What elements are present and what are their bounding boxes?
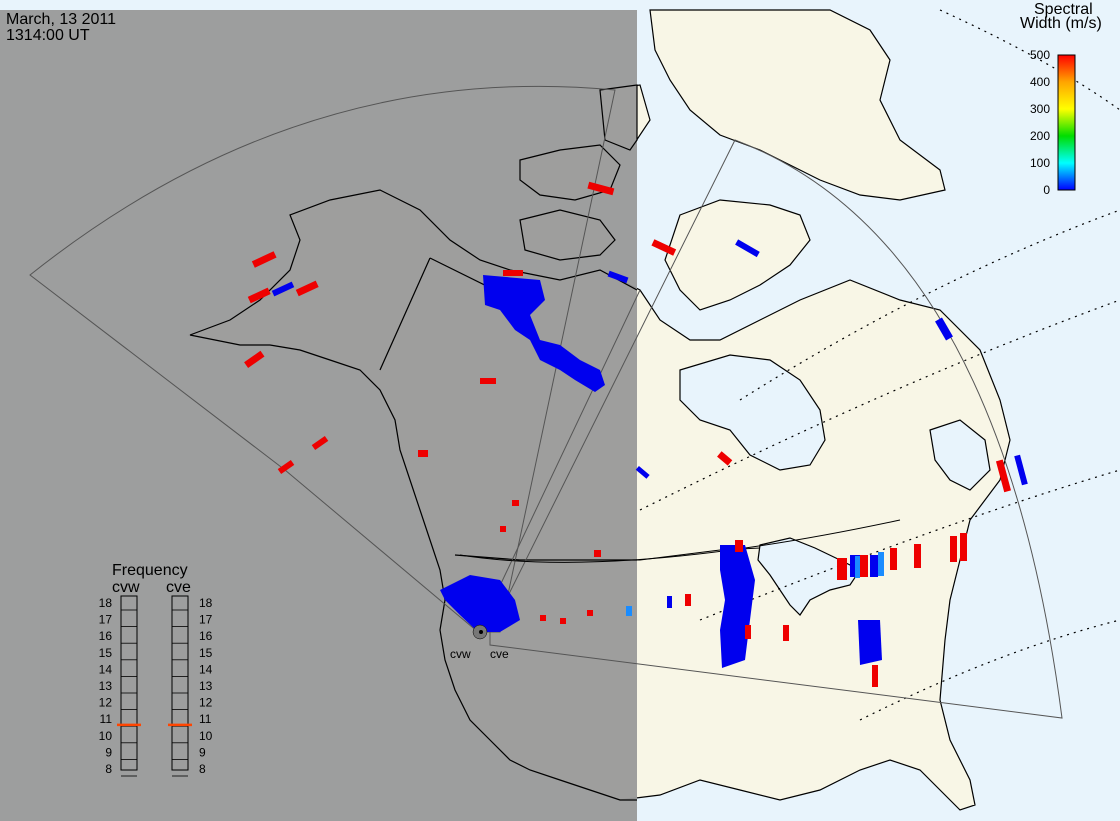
cvw-site-label: cvw <box>450 647 471 661</box>
frequency-tick-left: 10 <box>99 729 113 743</box>
frequency-tick-right: 8 <box>199 762 206 776</box>
frequency-tick-left: 17 <box>99 613 113 627</box>
frequency-panel: Frequency cvw cve 18 18 17 17 16 16 15 15 14 14 13… <box>99 562 213 777</box>
colorbar: Spectral Width (m/s) 500 400 300 200 100 0 <box>1020 1 1102 197</box>
colorbar-tick-label: 300 <box>1030 102 1050 116</box>
colorbar-tick-label: 0 <box>1043 183 1050 197</box>
colorbar-tick-label: 200 <box>1030 129 1050 143</box>
frequency-tick-left: 9 <box>105 745 112 759</box>
time-label: 1314:00 UT <box>6 27 90 44</box>
night-side <box>0 10 637 821</box>
colorbar-tick-label: 500 <box>1030 48 1050 62</box>
frequency-tick-left: 11 <box>100 712 113 726</box>
frequency-tick-right: 10 <box>199 729 213 743</box>
frequency-tick-left: 15 <box>99 646 113 660</box>
frequency-tick-left: 16 <box>99 629 113 643</box>
radar-fov <box>29 85 1063 719</box>
greenland <box>649 9 946 201</box>
frequency-tick-right: 14 <box>199 662 213 676</box>
echo-cells-cyan <box>626 552 884 616</box>
date-label: March, 13 2011 <box>6 11 116 28</box>
frequency-right-label: cve <box>166 579 191 596</box>
colorbar-title-1: Spectral <box>1034 1 1093 18</box>
colorbar-tick-label: 400 <box>1030 75 1050 89</box>
latitude-grid <box>639 9 1120 721</box>
frequency-tick-right: 15 <box>199 646 213 660</box>
frequency-left-label: cvw <box>112 579 140 596</box>
frequency-tick-left: 18 <box>99 596 113 610</box>
frequency-tick-left: 12 <box>99 696 113 710</box>
cve-site-label: cve <box>490 647 509 661</box>
great-lakes <box>757 537 861 616</box>
frequency-tick-right: 17 <box>199 613 213 627</box>
cve-frequency-box <box>171 595 189 771</box>
colorbar-tick-label: 100 <box>1030 156 1050 170</box>
baffin-island <box>664 199 811 311</box>
frequency-tick-left: 8 <box>105 762 112 776</box>
frequency-tick-right: 16 <box>199 629 213 643</box>
land-night-outline <box>189 84 638 801</box>
cvw-fov <box>29 85 616 633</box>
frequency-title: Frequency <box>112 562 188 579</box>
gulf-st-lawrence <box>929 419 991 491</box>
frequency-tick-right: 13 <box>199 679 213 693</box>
boundary-arc <box>459 519 901 563</box>
frequency-tick-right: 11 <box>199 712 212 726</box>
frequency-tick-left: 14 <box>99 662 113 676</box>
hudson-bay <box>679 354 826 471</box>
frequency-tick-right: 9 <box>199 745 206 759</box>
frequency-tick-left: 13 <box>99 679 113 693</box>
inner-beam <box>477 289 641 633</box>
radar-sites: cvw cve <box>450 624 509 661</box>
colorbar-gradient <box>1057 54 1076 191</box>
cve-fov <box>489 139 1063 719</box>
frequency-tick-right: 18 <box>199 596 213 610</box>
colorbar-title-2: Width (m/s) <box>1020 15 1102 32</box>
cvw-frequency-box <box>120 595 138 771</box>
frequency-tick-right: 12 <box>199 696 213 710</box>
echo-cells-red <box>244 181 1012 687</box>
